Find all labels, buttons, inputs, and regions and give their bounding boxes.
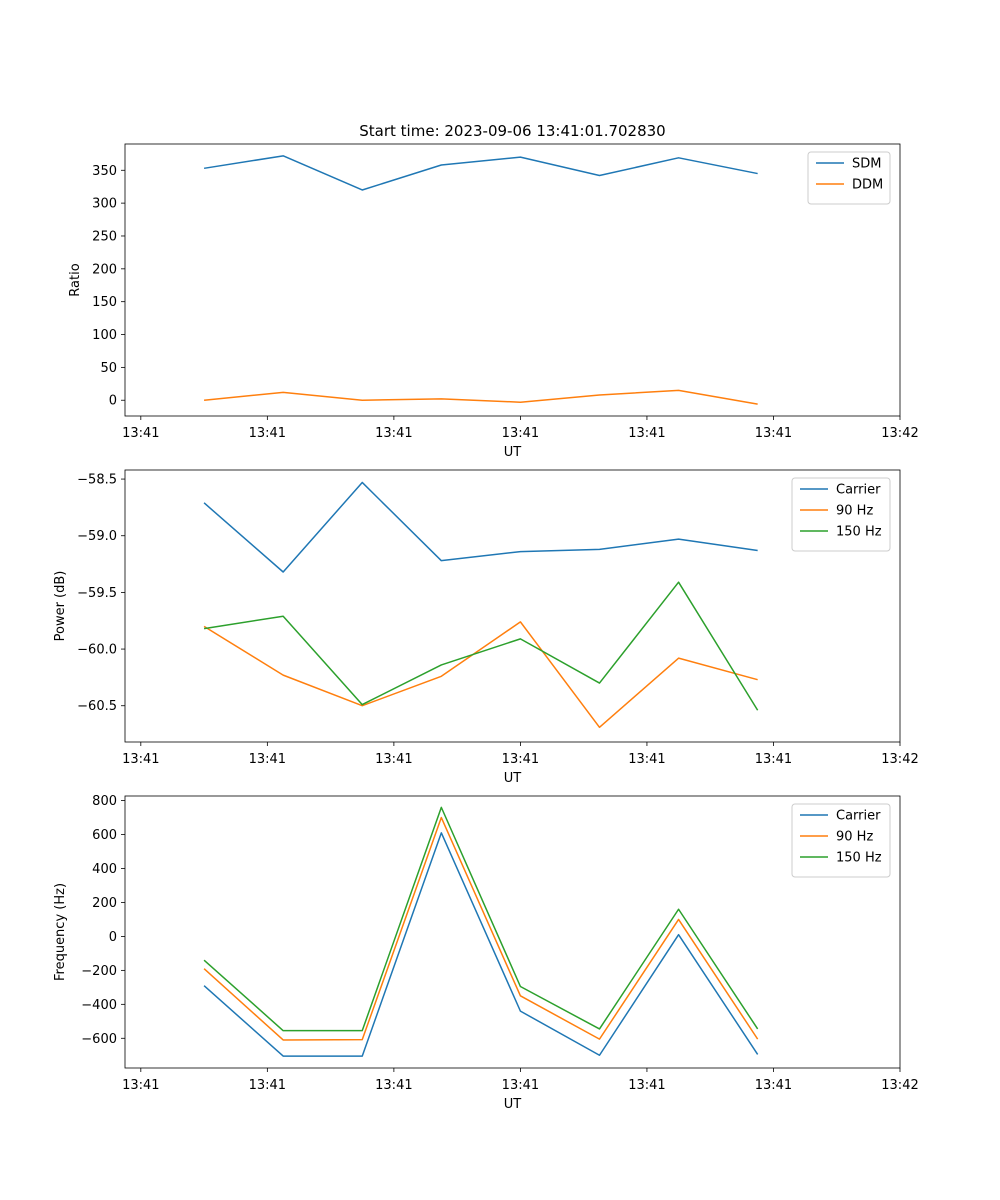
- x-tick-label: 13:41: [375, 1078, 412, 1093]
- x-tick-label: 13:41: [628, 1078, 665, 1093]
- y-tick-label: 100: [92, 328, 117, 343]
- x-tick-label: 13:41: [502, 752, 539, 767]
- x-tick-label: 13:41: [755, 752, 792, 767]
- chart-3: 13:41 13:41 13:41 13:41 13:41 13:41 13:42 −600 −…: [53, 794, 919, 1112]
- axes-frame: [124, 143, 901, 417]
- x-axis-label: UT: [504, 1097, 522, 1112]
- series-line-90-hz: [203, 621, 758, 729]
- legend: Carrier 90 Hz 150 Hz: [791, 803, 891, 878]
- legend-label: 90 Hz: [836, 504, 873, 519]
- y-tick-label: 600: [92, 828, 117, 843]
- axes-frame: [124, 469, 901, 743]
- legend-box: [791, 477, 891, 552]
- x-tick-label: 13:41: [375, 752, 412, 767]
- x-tick-label: 13:41: [249, 752, 286, 767]
- y-tick-label: 200: [92, 896, 117, 911]
- x-tick-label: 13:41: [122, 1078, 159, 1093]
- charts-container: 13:41 13:41 13:41 13:41 13:41 13:41 13:42 0 50 10…: [53, 143, 919, 1112]
- y-tick-label: 800: [92, 794, 117, 809]
- x-tick-label: 13:42: [881, 1078, 918, 1093]
- legend-label: DDM: [852, 178, 883, 193]
- series-line-150-hz: [203, 581, 759, 711]
- x-tick-label: 13:41: [628, 426, 665, 441]
- y-axis-label: Ratio: [68, 263, 83, 296]
- y-axis-label: Power (dB): [53, 571, 68, 642]
- y-axis-label: Frequency (Hz): [53, 883, 68, 981]
- legend: Carrier 90 Hz 150 Hz: [791, 477, 891, 552]
- y-tick-label: −60.0: [77, 643, 117, 658]
- y-tick-label: 0: [109, 394, 117, 409]
- y-tick-label: −59.0: [77, 529, 117, 544]
- series-group: [203, 155, 758, 405]
- x-tick-label: 13:41: [122, 752, 159, 767]
- x-tick-label: 13:41: [502, 426, 539, 441]
- y-tick-label: 50: [100, 361, 117, 376]
- legend: SDM DDM: [807, 151, 891, 205]
- x-tick-label: 13:41: [375, 426, 412, 441]
- x-tick-label: 13:42: [881, 426, 918, 441]
- x-tick-label: 13:41: [249, 426, 286, 441]
- series-group: [203, 806, 759, 1057]
- y-tick-label: 200: [92, 262, 117, 277]
- x-tick-label: 13:41: [502, 1078, 539, 1093]
- y-tick-label: 0: [109, 930, 117, 945]
- series-line-90-hz: [203, 816, 759, 1041]
- legend-label: Carrier: [836, 809, 881, 824]
- y-tick-label: 300: [92, 197, 117, 212]
- x-tick-label: 13:41: [755, 426, 792, 441]
- y-tick-label: 350: [92, 164, 117, 179]
- x-tick-label: 13:41: [755, 1078, 792, 1093]
- x-tick-label: 13:42: [881, 752, 918, 767]
- legend-label: SDM: [852, 157, 881, 172]
- series-line-150-hz: [203, 806, 759, 1032]
- axes-frame: [124, 795, 901, 1069]
- legend-label: 150 Hz: [836, 525, 882, 540]
- y-tick-label: 150: [92, 295, 117, 310]
- series-line-carrier: [203, 832, 759, 1057]
- series-line-carrier: [203, 481, 758, 573]
- figure-title: Start time: 2023-09-06 13:41:01.702830: [359, 122, 665, 140]
- x-axis-label: UT: [504, 445, 522, 460]
- y-tick-label: −58.5: [77, 473, 117, 488]
- x-tick-label: 13:41: [122, 426, 159, 441]
- x-tick-label: 13:41: [628, 752, 665, 767]
- x-axis-label: UT: [504, 771, 522, 786]
- y-tick-label: −400: [81, 998, 117, 1013]
- series-line-sdm: [203, 155, 758, 191]
- legend-label: Carrier: [836, 483, 881, 498]
- y-tick-label: −59.5: [77, 586, 117, 601]
- chart-1: 13:41 13:41 13:41 13:41 13:41 13:41 13:42 0 50 10…: [68, 143, 919, 460]
- series-group: [203, 481, 759, 729]
- x-tick-label: 13:41: [249, 1078, 286, 1093]
- y-tick-label: 250: [92, 229, 117, 244]
- legend-box: [791, 803, 891, 878]
- y-tick-label: −60.5: [77, 699, 117, 714]
- series-line-ddm: [204, 389, 758, 405]
- legend-label: 150 Hz: [836, 851, 882, 866]
- y-tick-label: 400: [92, 862, 117, 877]
- y-tick-label: −200: [81, 964, 117, 979]
- y-tick-label: −600: [81, 1032, 117, 1047]
- legend-label: 90 Hz: [836, 830, 873, 845]
- legend-box: [807, 151, 891, 205]
- chart-2: 13:41 13:41 13:41 13:41 13:41 13:41 13:42 −60.5…: [53, 469, 919, 786]
